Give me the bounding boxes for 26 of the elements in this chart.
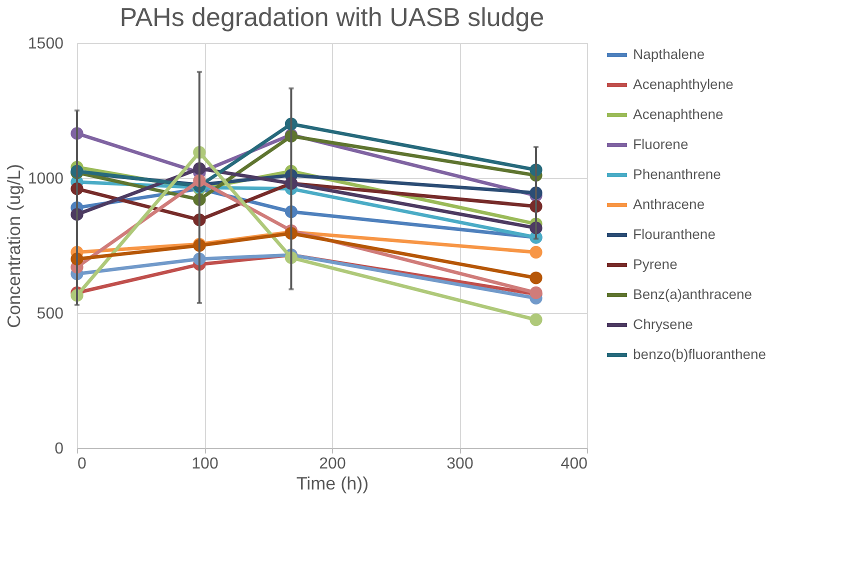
legend-label: Chrysene [633,316,694,332]
y-tick-label: 0 [54,440,64,458]
x-tick-label: 100 [192,456,218,472]
y-tick-label: 1000 [28,170,64,188]
legend-label: Benz(a)anthracene [633,286,752,302]
y-tick-label: 1500 [28,36,64,52]
legend-label: Fluorene [633,136,688,152]
legend-label: Anthracene [633,196,705,212]
point [530,313,542,326]
x-tick-label: 400 [560,456,588,472]
legend-label: Pyrene [633,256,678,272]
point [530,272,542,284]
point [530,246,542,259]
x-tick-label: 200 [319,456,346,472]
y-axis-title: Concentration (ug/L) [4,164,24,328]
legend-label: Phenanthrene [633,166,722,182]
chart-title: PAHs degradation with UASB sludge [120,2,544,32]
legend-label: benzo(b)fluoranthene [633,346,766,362]
x-axis-title: Time (h)) [296,474,369,494]
x-tick-label: 0 [78,456,86,472]
y-tick-label: 500 [36,306,64,322]
legend-label: Napthalene [633,46,705,62]
legend-label: Flouranthene [633,226,716,242]
legend-label: Acenaphthene [633,106,724,122]
x-tick-label: 300 [446,456,474,472]
legend-label: Acenaphthylene [633,76,734,92]
